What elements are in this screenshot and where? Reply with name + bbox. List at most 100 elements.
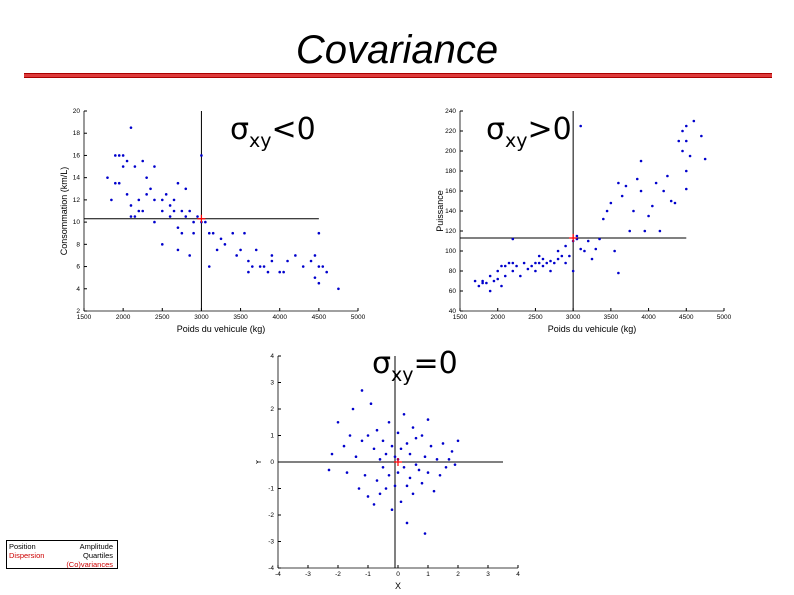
y-tick-label: 2 bbox=[270, 406, 274, 413]
data-point bbox=[387, 420, 391, 424]
mean-point-marker bbox=[394, 458, 402, 466]
data-point bbox=[503, 274, 507, 278]
data-point bbox=[393, 455, 397, 458]
data-point bbox=[681, 129, 684, 133]
x-axis-label: X bbox=[395, 581, 401, 591]
data-point bbox=[522, 261, 526, 265]
legend-position-link[interactable]: Position bbox=[9, 542, 36, 551]
data-point bbox=[121, 154, 125, 157]
data-point bbox=[239, 248, 242, 252]
data-point bbox=[153, 198, 156, 202]
data-point bbox=[243, 231, 246, 235]
data-point bbox=[168, 215, 172, 218]
data-point bbox=[402, 466, 406, 469]
data-point bbox=[545, 261, 549, 265]
x-tick-label: 2500 bbox=[528, 314, 543, 321]
y-axis-label: Consommation (km/L) bbox=[59, 167, 69, 256]
legend-quartiles-link[interactable]: Quartiles bbox=[82, 551, 113, 560]
x-tick-label: 4500 bbox=[312, 314, 327, 321]
data-point bbox=[673, 201, 677, 205]
legend-dispersion-link[interactable]: Dispersion bbox=[9, 551, 45, 560]
data-point bbox=[325, 270, 328, 274]
data-point bbox=[129, 215, 133, 218]
y-tick-label: 160 bbox=[445, 188, 456, 195]
legend-covariances-link[interactable]: (Co)variances bbox=[66, 560, 113, 569]
x-tick-label: 3500 bbox=[604, 314, 619, 321]
data-point bbox=[537, 254, 541, 258]
data-point bbox=[500, 284, 503, 288]
x-tick-label: -4 bbox=[275, 571, 281, 578]
data-point bbox=[160, 198, 164, 202]
data-point bbox=[231, 231, 235, 235]
legend-amplitude-link[interactable]: Amplitude bbox=[79, 542, 113, 551]
data-point bbox=[321, 265, 325, 268]
data-point bbox=[450, 450, 454, 453]
data-point bbox=[575, 234, 579, 238]
data-point bbox=[426, 418, 430, 421]
x-tick-label: 2000 bbox=[490, 314, 505, 321]
data-point bbox=[180, 209, 184, 213]
data-point bbox=[258, 265, 262, 268]
data-point bbox=[639, 159, 643, 163]
data-point bbox=[278, 270, 282, 274]
data-point bbox=[117, 154, 121, 157]
y-tick-label: 8 bbox=[76, 241, 80, 248]
y-tick-label: 18 bbox=[73, 130, 81, 137]
data-point bbox=[390, 508, 394, 511]
x-tick-label: 1500 bbox=[453, 314, 468, 321]
data-point bbox=[270, 254, 274, 257]
data-point bbox=[583, 249, 586, 253]
y-tick-label: 10 bbox=[73, 219, 81, 226]
mean-point-marker bbox=[569, 234, 578, 242]
y-tick-label: 16 bbox=[73, 152, 81, 159]
data-point bbox=[684, 169, 688, 173]
data-point bbox=[360, 439, 364, 443]
data-point bbox=[541, 257, 545, 261]
data-point bbox=[313, 254, 317, 257]
data-point bbox=[411, 492, 415, 496]
data-point bbox=[172, 198, 176, 202]
data-point bbox=[628, 229, 632, 233]
y-tick-label: 240 bbox=[445, 108, 456, 115]
data-point bbox=[247, 259, 250, 263]
mean-point-marker bbox=[197, 214, 206, 223]
y-tick-label: 40 bbox=[449, 308, 457, 315]
data-point bbox=[426, 471, 430, 474]
data-point bbox=[121, 165, 125, 168]
data-point bbox=[549, 259, 552, 263]
x-tick-label: 4 bbox=[516, 571, 520, 578]
data-point bbox=[317, 265, 321, 268]
data-point bbox=[235, 254, 238, 257]
data-point bbox=[609, 201, 613, 205]
slide-title: Covariance bbox=[295, 28, 499, 72]
data-point bbox=[666, 174, 669, 178]
y-tick-label: 4 bbox=[270, 353, 274, 360]
data-point bbox=[669, 199, 673, 203]
data-point bbox=[204, 220, 207, 224]
data-point bbox=[149, 187, 152, 191]
data-point bbox=[537, 261, 541, 265]
sigma-positive-label: σxy>0 bbox=[486, 112, 572, 152]
data-point bbox=[688, 154, 692, 158]
data-point bbox=[414, 436, 418, 440]
data-point bbox=[477, 284, 481, 288]
x-tick-label: -3 bbox=[305, 571, 311, 578]
y-tick-label: 220 bbox=[445, 128, 456, 135]
x-tick-label: 2500 bbox=[155, 314, 170, 321]
data-point bbox=[568, 254, 571, 258]
data-point bbox=[402, 413, 406, 416]
x-tick-label: 0 bbox=[396, 571, 400, 578]
data-point bbox=[453, 463, 457, 466]
data-point bbox=[526, 267, 530, 271]
data-point bbox=[441, 442, 445, 445]
y-axis-label: Y bbox=[256, 459, 263, 465]
data-point bbox=[337, 287, 340, 291]
scatter-plot-zero: -4 -3 -2 -1 0 1 2 3 4 -4 -3 -2 -1 0 1 2 3 4 X Y bbox=[256, 350, 546, 592]
data-point bbox=[223, 243, 227, 246]
data-point bbox=[420, 434, 424, 437]
data-point bbox=[444, 466, 448, 469]
y-tick-label: 12 bbox=[73, 197, 81, 204]
data-point bbox=[703, 157, 707, 161]
x-tick-label: -1 bbox=[365, 571, 371, 578]
data-point bbox=[145, 176, 148, 179]
